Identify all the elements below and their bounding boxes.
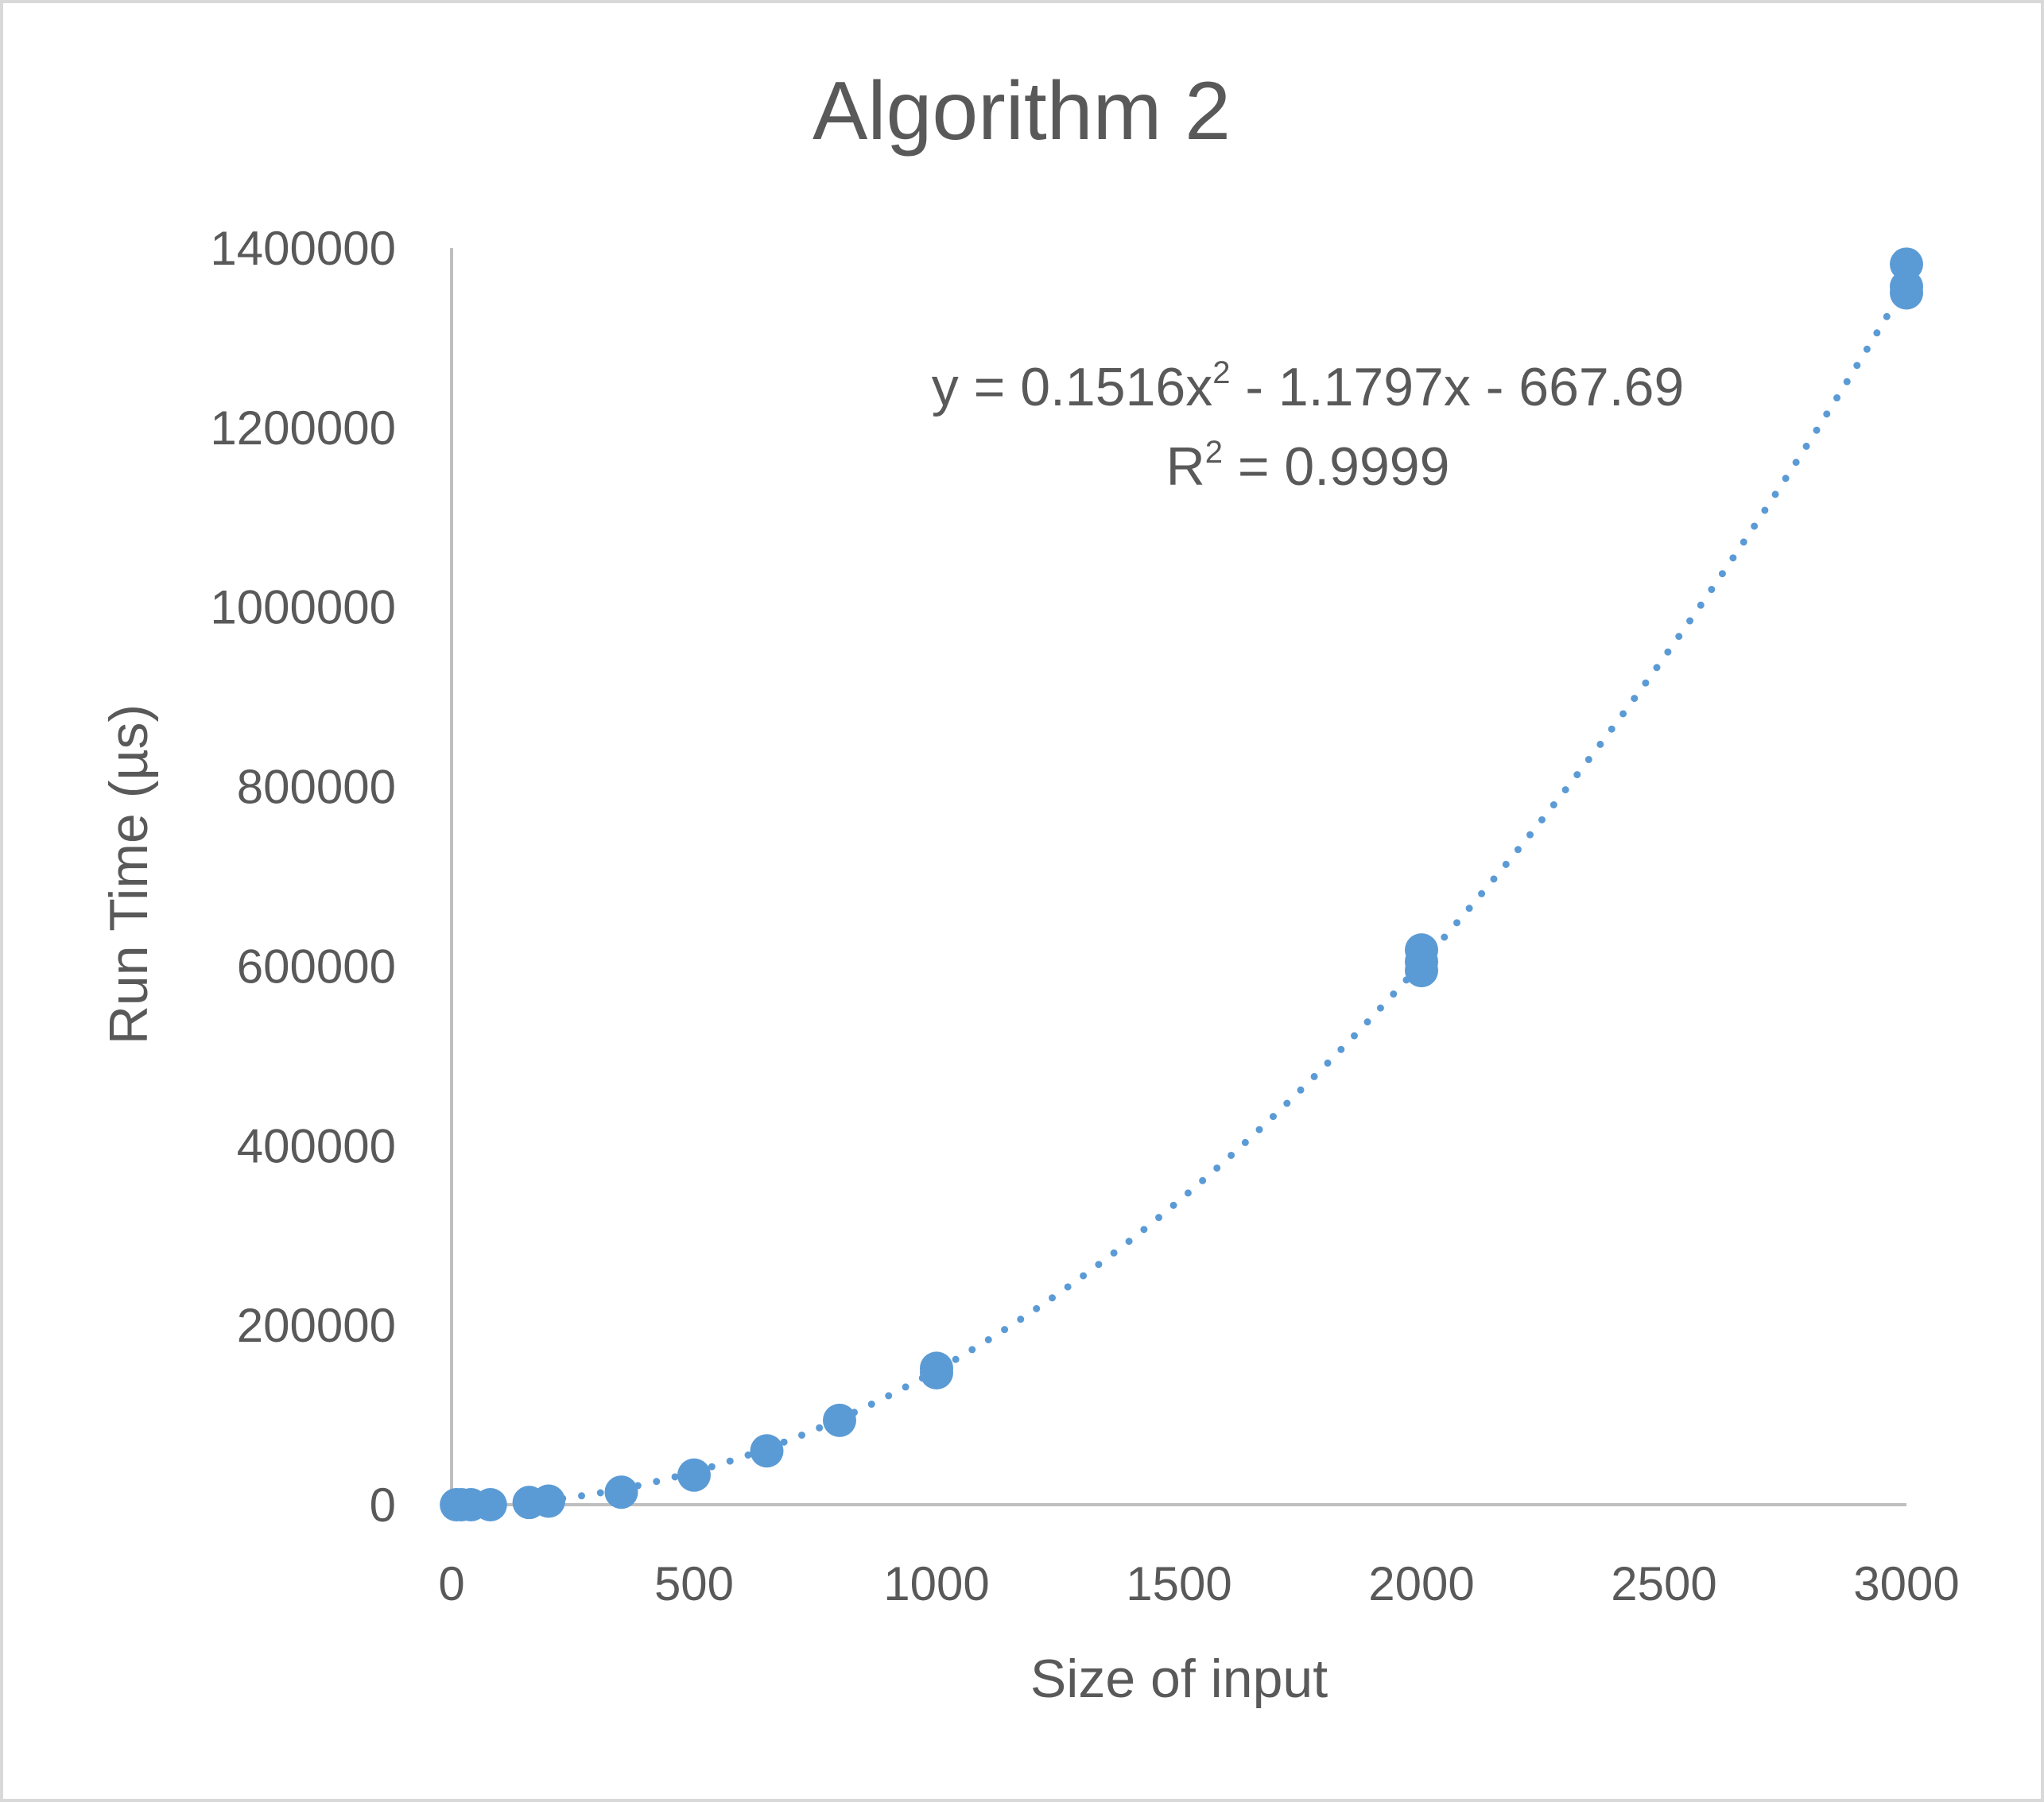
data-point [1405, 933, 1438, 967]
x-axis-title: Size of input [1030, 1649, 1328, 1709]
x-tick-label: 1000 [883, 1557, 989, 1610]
x-tick-label: 1500 [1126, 1557, 1231, 1610]
r2-rest: = 0.9999 [1223, 436, 1449, 497]
r2-superscript: 2 [1205, 435, 1223, 470]
data-point [1890, 247, 1923, 281]
y-tick-label: 0 [370, 1478, 396, 1532]
data-point [604, 1475, 638, 1509]
equation-main: y = 0.1516x [932, 357, 1212, 417]
y-axis-title: Run Time (µs) [99, 704, 159, 1044]
x-tick-label: 2500 [1611, 1557, 1716, 1610]
data-point [677, 1458, 711, 1492]
x-tick-label: 500 [654, 1557, 734, 1610]
y-tick-label: 400000 [237, 1119, 396, 1172]
y-tick-label: 800000 [237, 761, 396, 814]
data-point [473, 1488, 507, 1521]
chart-title: Algorithm 2 [813, 65, 1231, 157]
y-axis-ticks: 0 200000 400000 600000 800000 1000000 1200000 1… [210, 222, 396, 1532]
r2-main: R [1166, 436, 1205, 497]
x-tick-label: 2000 [1368, 1557, 1474, 1610]
data-point [532, 1484, 565, 1518]
equation-superscript: 2 [1212, 355, 1230, 390]
y-tick-label: 1400000 [210, 222, 396, 275]
x-tick-label: 3000 [1853, 1557, 1959, 1610]
data-point [920, 1351, 953, 1385]
y-tick-label: 1200000 [210, 401, 396, 455]
y-tick-label: 1000000 [210, 581, 396, 634]
trendline [540, 280, 1910, 1505]
data-point [750, 1434, 784, 1468]
data-point [823, 1403, 856, 1437]
r-squared-label: R2 = 0.9999 [1166, 435, 1450, 497]
x-tick-label: 0 [438, 1557, 464, 1610]
y-tick-label: 600000 [237, 940, 396, 993]
y-tick-label: 200000 [237, 1299, 396, 1352]
x-axis-ticks: 0 500 1000 1500 2000 2500 3000 [438, 1557, 1959, 1610]
data-points [440, 247, 1923, 1521]
trendline-equation: y = 0.1516x2 - 1.1797x - 667.69 [932, 355, 1685, 417]
equation-rest: - 1.1797x - 667.69 [1230, 357, 1684, 417]
